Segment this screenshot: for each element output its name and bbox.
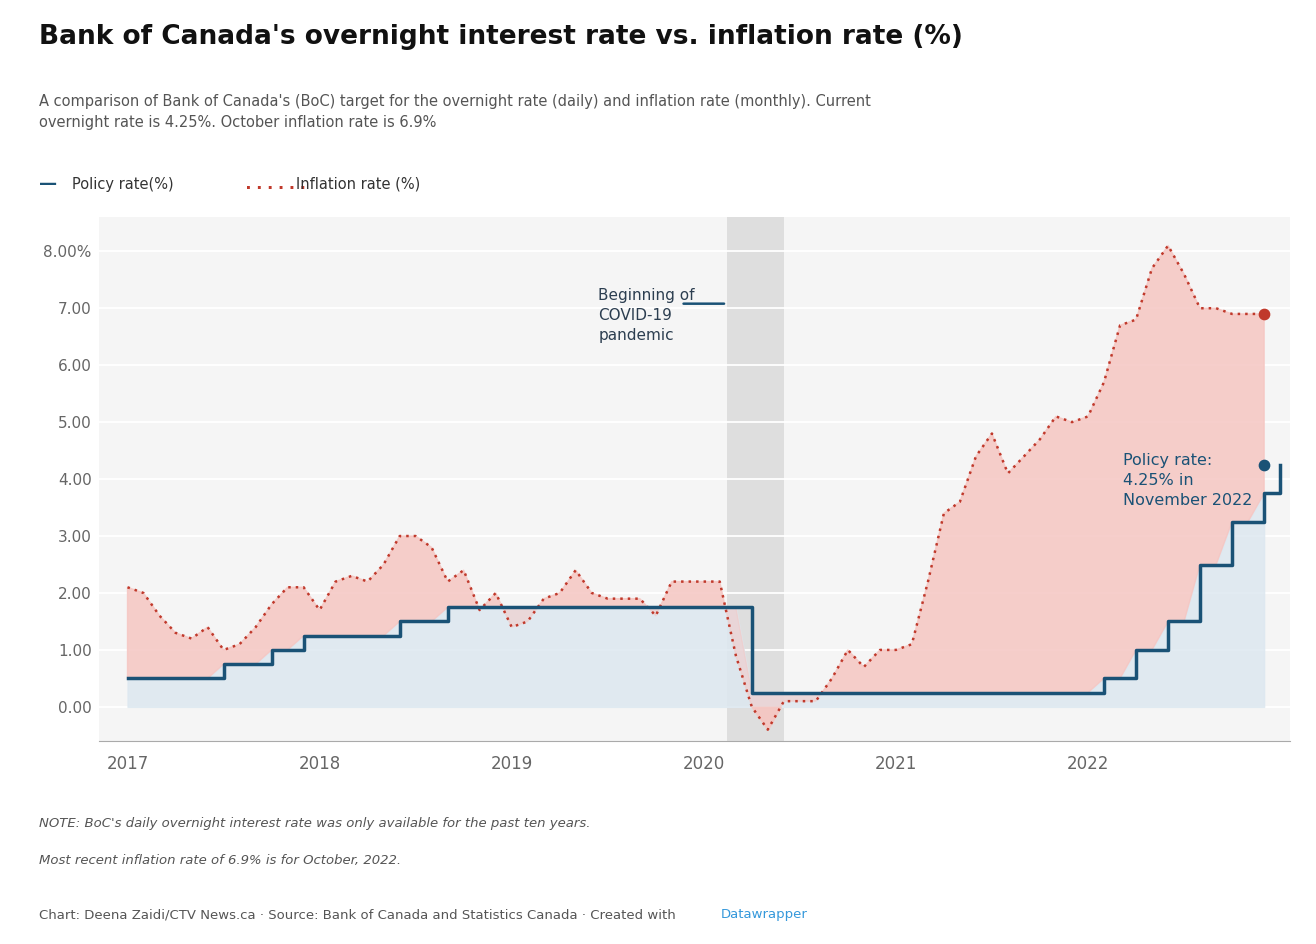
- Text: Policy rate:
4.25% in
November 2022: Policy rate: 4.25% in November 2022: [1123, 453, 1252, 508]
- Text: Inflation rate (%): Inflation rate (%): [296, 177, 420, 192]
- Point: [1254, 457, 1275, 472]
- Text: NOTE: BoC's daily overnight interest rate was only available for the past ten ye: NOTE: BoC's daily overnight interest rat…: [39, 817, 591, 830]
- Text: —: —: [39, 175, 58, 194]
- Point: [1254, 307, 1275, 322]
- Text: Bank of Canada's overnight interest rate vs. inflation rate (%): Bank of Canada's overnight interest rate…: [39, 24, 963, 50]
- Text: Datawrapper: Datawrapper: [721, 908, 808, 921]
- Bar: [726, 217, 784, 741]
- Text: ......: ......: [243, 175, 309, 194]
- Text: Policy rate(%): Policy rate(%): [72, 177, 174, 192]
- Text: A comparison of Bank of Canada's (BoC) target for the overnight rate (daily) and: A comparison of Bank of Canada's (BoC) t…: [39, 94, 871, 130]
- Text: Beginning of
COVID-19
pandemic: Beginning of COVID-19 pandemic: [599, 288, 695, 343]
- Text: Most recent inflation rate of 6.9% is for October, 2022.: Most recent inflation rate of 6.9% is fo…: [39, 854, 401, 868]
- Text: Chart: Deena Zaidi/CTV News.ca · Source: Bank of Canada and Statistics Canada · : Chart: Deena Zaidi/CTV News.ca · Source:…: [39, 908, 680, 921]
